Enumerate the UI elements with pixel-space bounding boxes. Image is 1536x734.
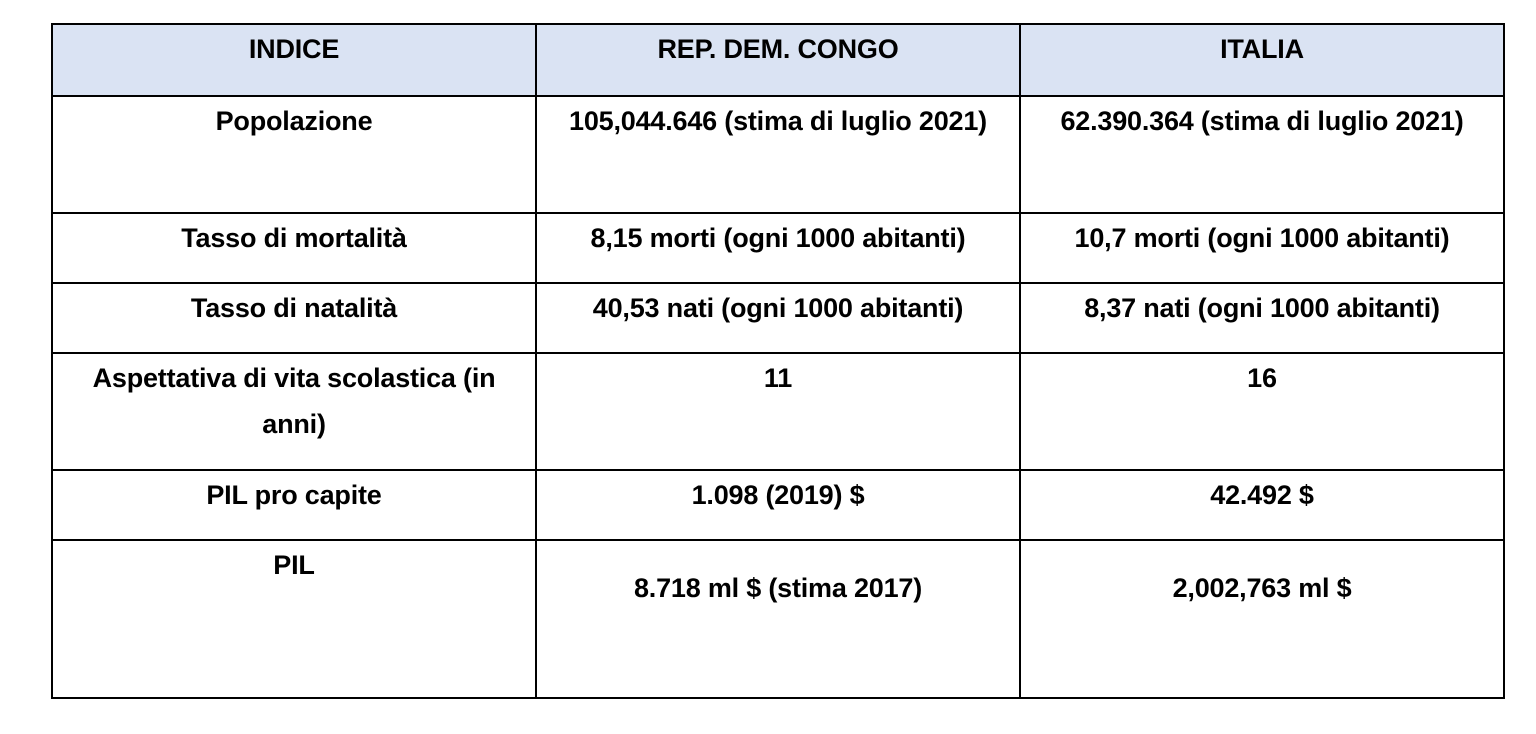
congo-cell: 40,53 nati (ogni 1000 abitanti) [535, 282, 1021, 354]
table-row: Popolazione 105,044.646 (stima di luglio… [51, 95, 1505, 214]
table-row: Tasso di mortalità 8,15 morti (ogni 1000… [51, 212, 1505, 284]
table-row: Tasso di natalità 40,53 nati (ogni 1000 … [51, 282, 1505, 354]
indice-cell: Tasso di natalità [51, 282, 537, 354]
indice-cell: Tasso di mortalità [51, 212, 537, 284]
italia-cell: 8,37 nati (ogni 1000 abitanti) [1019, 282, 1505, 354]
congo-cell: 11 [535, 352, 1021, 471]
indice-cell: Popolazione [51, 95, 537, 214]
indice-cell: Aspettativa di vita scolastica (in anni) [51, 352, 537, 471]
table-row: Aspettativa di vita scolastica (in anni)… [51, 352, 1505, 471]
congo-cell: 1.098 (2019) $ [535, 469, 1021, 541]
italia-cell: 62.390.364 (stima di luglio 2021) [1019, 95, 1505, 214]
indice-cell: PIL pro capite [51, 469, 537, 541]
italia-cell: 16 [1019, 352, 1505, 471]
header-row: INDICE REP. DEM. CONGO ITALIA [51, 23, 1505, 97]
congo-cell: 8,15 morti (ogni 1000 abitanti) [535, 212, 1021, 284]
congo-cell: 8.718 ml $ (stima 2017) [535, 539, 1021, 699]
italia-cell: 2,002,763 ml $ [1019, 539, 1505, 699]
congo-cell: 105,044.646 (stima di luglio 2021) [535, 95, 1021, 214]
comparison-table: INDICE REP. DEM. CONGO ITALIA Popolazion… [51, 23, 1505, 699]
table-row: PIL pro capite 1.098 (2019) $ 42.492 $ [51, 469, 1505, 541]
table-row: PIL 8.718 ml $ (stima 2017) 2,002,763 ml… [51, 539, 1505, 699]
indice-cell: PIL [51, 539, 537, 699]
header-indice: INDICE [51, 23, 537, 97]
header-congo: REP. DEM. CONGO [535, 23, 1021, 97]
italia-cell: 42.492 $ [1019, 469, 1505, 541]
header-italia: ITALIA [1019, 23, 1505, 97]
italia-cell: 10,7 morti (ogni 1000 abitanti) [1019, 212, 1505, 284]
